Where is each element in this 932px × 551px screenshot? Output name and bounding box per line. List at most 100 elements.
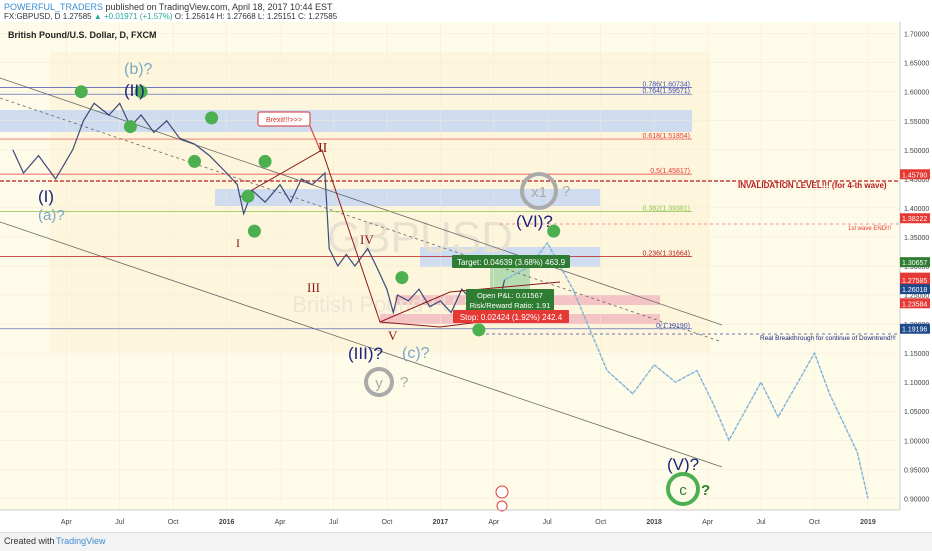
channel-mid-line xyxy=(0,97,723,343)
price-tick-label: 0.95000 xyxy=(904,467,929,474)
author-link[interactable]: POWERFUL_TRADERS xyxy=(4,2,104,12)
elliott-wave-labels: (b)? (II) (I) (a)? II I IV III V (III)? … xyxy=(38,61,699,474)
price-tag-label: 1.45790 xyxy=(902,172,927,179)
wave-pivot-marker xyxy=(547,224,561,238)
price-line-projection xyxy=(504,241,869,499)
publish-text: published on TradingView.com, April 18, … xyxy=(105,2,333,12)
price-tag-label: 1.27585 xyxy=(902,278,927,285)
price-tag xyxy=(900,298,930,309)
price-tick-label: 1.35000 xyxy=(904,235,929,242)
event-flag-icon-2[interactable] xyxy=(496,500,508,512)
wave-III-big-label: (III)? xyxy=(348,344,383,363)
price-tick-label: 1.25000 xyxy=(904,293,929,300)
wave-pivot-marker xyxy=(241,189,255,203)
time-tick-label: Jul xyxy=(329,519,338,526)
resistance-zone-middle xyxy=(215,189,600,206)
price-tag xyxy=(900,213,930,224)
price-axis: 1.70000 1.65000 1.60000 1.55000 1.50000 1.450… xyxy=(899,22,929,510)
first-wave-label: 1st wave END!!! xyxy=(848,226,891,232)
price-tick-label: 1.00000 xyxy=(904,438,929,445)
target-badge xyxy=(452,255,570,268)
wave-III-label: III xyxy=(307,280,320,295)
fib-label: 0.786(1.60734) xyxy=(643,81,690,88)
high-value: H: 1.27668 xyxy=(216,12,256,21)
trend-channel xyxy=(0,77,723,468)
wave-II-label: II xyxy=(318,141,328,156)
time-tick-label: Oct xyxy=(595,519,606,526)
watermark-symbol: GBPUSD xyxy=(327,213,513,262)
open-pl-label: Open P&L: 0.01567 xyxy=(477,291,543,300)
time-tick-label: Oct xyxy=(381,519,392,526)
price-tick-label: 1.40000 xyxy=(904,206,929,213)
green-markers xyxy=(74,85,561,337)
price-tag-label: 1.23584 xyxy=(902,301,927,308)
price-tag xyxy=(900,284,930,295)
fib-label: 0.618(1.51854) xyxy=(643,133,690,140)
time-tick-label: 2019 xyxy=(860,519,876,526)
wave-V-label: V xyxy=(388,328,398,343)
x1-circle xyxy=(520,172,558,210)
open-value: O: 1.25614 xyxy=(174,12,215,21)
x1-question-mark: ? xyxy=(562,183,570,200)
price-tag xyxy=(900,169,930,180)
wave-pivot-marker xyxy=(188,154,202,168)
wave-pivot-marker xyxy=(123,120,137,134)
price-tag-label: 1.30657 xyxy=(902,260,927,267)
event-icons[interactable] xyxy=(495,485,509,512)
price-tag xyxy=(900,275,930,286)
trade-labels: Target: 0.04639 (3.68%) 463.9 Open P&L: … xyxy=(452,255,570,323)
y-circle xyxy=(364,367,394,397)
chart-canvas[interactable]: GBPUSD British Pound / U.S. Dollar 0.786… xyxy=(0,22,932,532)
invalidation-label: INVALIDATION LEVEL!!! (for 4-th wave) xyxy=(738,181,887,190)
time-tick-label: Jul xyxy=(115,519,124,526)
wave-x1-circle: x1 ? xyxy=(520,172,570,210)
time-tick-label: Apr xyxy=(61,519,73,526)
price-tick-label: 1.65000 xyxy=(904,61,929,68)
time-tick-label: Apr xyxy=(488,519,500,526)
last-price: 1.27585 xyxy=(62,12,92,21)
event-flag-icon[interactable] xyxy=(495,485,509,499)
wave-c-label: (c)? xyxy=(402,345,430,362)
price-tick-label: 0.90000 xyxy=(904,496,929,503)
time-tick-label: Oct xyxy=(809,519,820,526)
wave-pivot-marker xyxy=(472,323,486,337)
stop-badge xyxy=(453,310,569,323)
price-tick-label: 1.45000 xyxy=(904,177,929,184)
tradingview-logo[interactable]: TradingView xyxy=(56,536,106,546)
ohlc-readout: FX:GBPUSD, D 1.27585 ▲ +0.01971 (+1.57%)… xyxy=(4,12,337,21)
time-tick-label: Jul xyxy=(757,519,766,526)
price-change: ▲ +0.01971 (+1.57%) xyxy=(93,12,173,21)
time-tick-label: 2018 xyxy=(646,519,662,526)
wave-I-big-label: (I) xyxy=(38,187,54,206)
brexit-label: Brexit!!!>>> xyxy=(266,117,302,124)
wave-pivot-marker xyxy=(247,224,261,238)
time-tick-label: Jul xyxy=(543,519,552,526)
price-tick-label: 1.55000 xyxy=(904,119,929,126)
time-tick-label: Apr xyxy=(702,519,714,526)
price-tags: 1.457901.382221.30657GBPUSD1.275851.2601… xyxy=(900,169,932,334)
price-tick-label: 1.10000 xyxy=(904,380,929,387)
wave-b-label: (b)? xyxy=(124,61,153,78)
wave-C-circle: c ? xyxy=(666,472,710,506)
channel-lower-line xyxy=(0,221,723,468)
channel-upper-line xyxy=(0,77,723,326)
time-tick-label: Apr xyxy=(275,519,287,526)
chart-header: POWERFUL_TRADERS published on TradingVie… xyxy=(0,0,932,22)
price-series xyxy=(12,102,869,499)
price-tick-label: 1.05000 xyxy=(904,409,929,416)
pl-badge xyxy=(466,289,554,311)
price-tick-label: 1.60000 xyxy=(904,90,929,97)
symbol-label: FX:GBPUSD, D xyxy=(4,12,61,21)
brexit-pointer xyxy=(309,125,321,151)
wave-a-label: (a)? xyxy=(38,207,65,224)
wave-pivot-marker xyxy=(258,154,272,168)
chart-title: British Pound/U.S. Dollar, D, FXCM xyxy=(8,30,157,40)
time-tick-label: Oct xyxy=(168,519,179,526)
price-tick-label: 1.15000 xyxy=(904,351,929,358)
fib-label: 0.5(1.45817) xyxy=(650,168,690,175)
time-tick-label: 2016 xyxy=(219,519,235,526)
publish-info: POWERFUL_TRADERS published on TradingVie… xyxy=(4,2,333,12)
footer-bar: Created with TradingView xyxy=(0,532,932,551)
brexit-box xyxy=(257,111,311,127)
x1-circle-label: x1 xyxy=(531,184,547,201)
